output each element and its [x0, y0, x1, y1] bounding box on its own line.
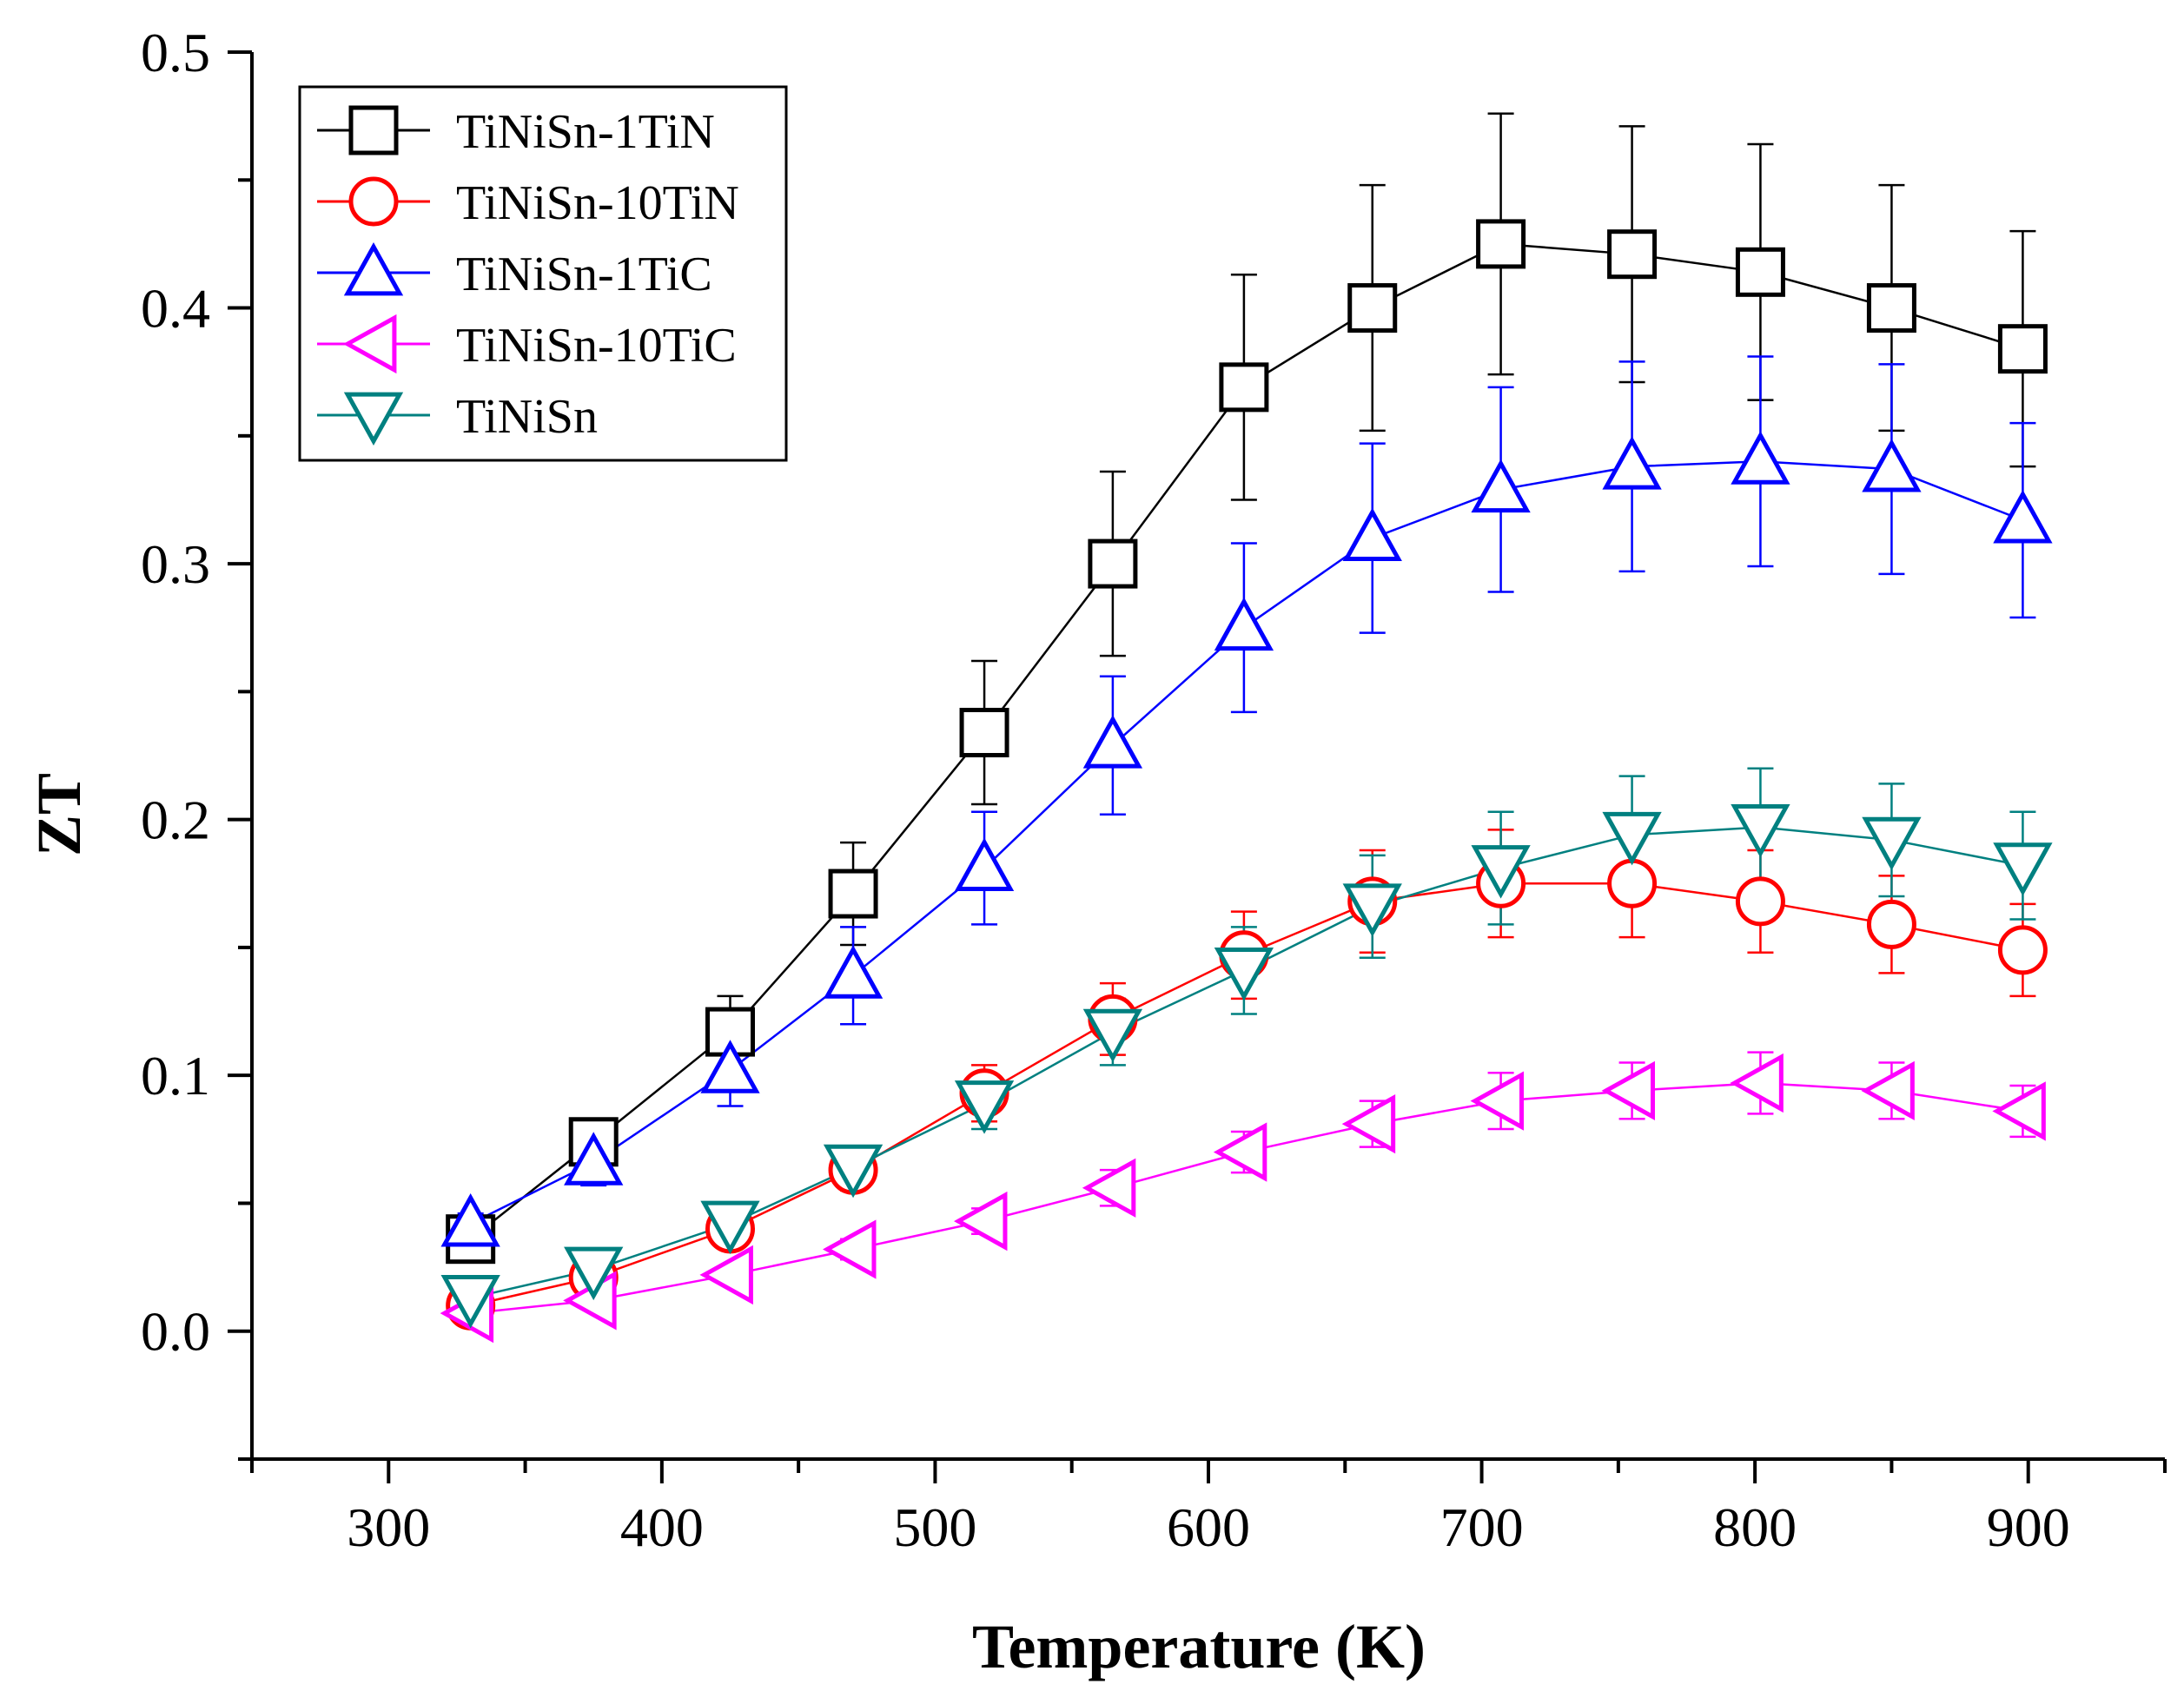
data-point	[1992, 1081, 2046, 1141]
data-point	[700, 1200, 760, 1255]
legend-label: TiNiSn	[456, 390, 598, 444]
legend-marker	[348, 105, 399, 155]
data-point	[1471, 845, 1531, 899]
x-tick-label: 700	[1440, 1496, 1524, 1558]
data-point	[1088, 538, 1138, 589]
data-point	[564, 1246, 624, 1301]
data-point	[1997, 925, 2048, 975]
data-point	[1735, 247, 1785, 297]
data-point	[440, 1192, 500, 1247]
y-axis-title: ZT	[24, 773, 94, 856]
data-point	[1861, 1060, 1915, 1121]
x-tick-label: 900	[1987, 1496, 2070, 1558]
x-tick-label: 800	[1713, 1496, 1797, 1558]
data-point	[823, 945, 884, 999]
y-tick-label: 0.3	[141, 533, 210, 595]
data-point	[1342, 507, 1402, 562]
legend: TiNiSn-1TiN TiNiSn-10TiN TiNiSn-1TiC TiNiSn…	[298, 85, 788, 462]
data-point	[1602, 811, 1662, 866]
legend-marker	[348, 176, 399, 227]
legend-label: TiNiSn-10TiC	[456, 319, 737, 373]
data-point	[1341, 1093, 1396, 1154]
data-point	[1214, 947, 1274, 1001]
data-point	[1731, 804, 1790, 858]
data-point	[1347, 283, 1398, 334]
data-point	[1866, 283, 1916, 334]
y-tick-label: 0.5	[141, 22, 210, 83]
data-point	[1731, 431, 1790, 485]
data-point	[1997, 324, 2048, 374]
data-point	[1214, 597, 1274, 651]
series-line-4	[470, 826, 2023, 1299]
data-point	[1730, 1053, 1784, 1113]
data-point	[823, 1219, 877, 1279]
series-markers-layer	[440, 219, 2053, 1344]
legend-marker	[342, 314, 397, 374]
data-point	[1993, 489, 2053, 544]
data-point	[1219, 362, 1269, 413]
data-point	[1862, 816, 1922, 871]
data-point	[1602, 436, 1662, 490]
legend-label: TiNiSn-10TiN	[456, 176, 739, 230]
x-tick-label: 400	[620, 1496, 704, 1558]
legend-marker	[343, 241, 404, 296]
y-tick-label: 0.2	[141, 789, 210, 851]
data-point	[1607, 229, 1658, 280]
data-point	[828, 869, 878, 919]
data-point	[1342, 883, 1402, 937]
legend-label: TiNiSn-1TiN	[456, 105, 715, 159]
x-tick-label: 300	[347, 1496, 430, 1558]
data-point	[1862, 439, 1922, 492]
data-point	[1082, 1158, 1136, 1218]
data-point	[1082, 1008, 1143, 1063]
data-point	[1607, 858, 1658, 908]
data-point	[700, 1040, 760, 1093]
data-point	[1601, 1060, 1656, 1121]
data-point	[1082, 715, 1143, 769]
data-point	[954, 1080, 1015, 1134]
data-point	[440, 1275, 500, 1329]
axes-layer: 300 400 500 600 700 800 900 0.0 0.1 0.2 0.3 0.4 0.5	[141, 22, 2167, 1558]
series-line-2	[470, 460, 2023, 1225]
y-tick-label: 0.1	[141, 1045, 210, 1106]
data-point	[959, 707, 1009, 757]
x-axis-title: Temperature (K)	[972, 1612, 1426, 1681]
data-point	[1993, 842, 2053, 896]
data-point	[699, 1245, 753, 1305]
x-tick-label: 600	[1167, 1496, 1250, 1558]
y-tick-label: 0.4	[141, 278, 210, 340]
legend-label: TiNiSn-1TiC	[456, 248, 712, 301]
data-point	[823, 1144, 884, 1199]
data-point	[564, 1132, 624, 1186]
data-point	[954, 1191, 1008, 1252]
x-tick-label: 500	[893, 1496, 976, 1558]
data-point	[1471, 459, 1531, 513]
data-point	[1476, 219, 1526, 269]
data-point	[954, 837, 1015, 892]
series-line-3	[470, 1081, 2023, 1315]
y-tick-label: 0.0	[141, 1301, 210, 1363]
legend-marker	[343, 392, 404, 446]
data-point	[1866, 899, 1916, 949]
data-point	[1213, 1122, 1267, 1182]
data-point	[1735, 876, 1785, 927]
data-point	[1470, 1071, 1525, 1131]
